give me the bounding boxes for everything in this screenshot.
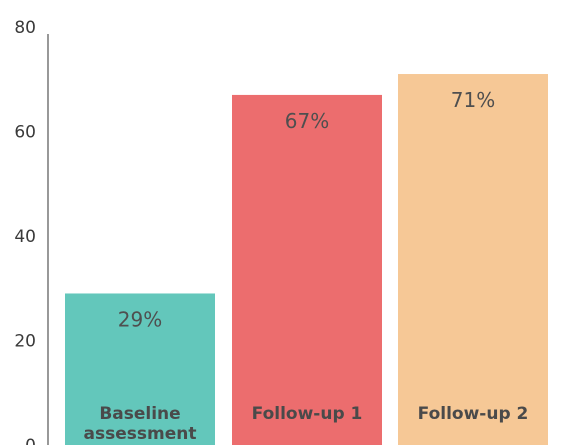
- data-label-2: 67%: [285, 109, 329, 133]
- y-tick-label-40: 40: [14, 227, 36, 247]
- y-tick-label-20: 20: [14, 332, 36, 352]
- category-label-2: Follow-up 1: [252, 404, 363, 424]
- bars: [65, 74, 548, 445]
- data-labels: 29% Baseline assessment 67% Follow-up 1 71% Fo…: [84, 88, 529, 444]
- bar-2: [232, 94, 382, 445]
- y-tick-label-60: 60: [14, 123, 36, 143]
- y-axis-ticks: 0 20 40 60 80: [14, 18, 36, 445]
- data-label-1: 29%: [118, 307, 162, 331]
- y-tick-label-80: 80: [14, 18, 36, 38]
- category-label-3: Follow-up 2: [418, 404, 529, 424]
- category-label-1: Baseline assessment: [84, 404, 197, 444]
- bar-1: [65, 293, 215, 445]
- bar-3: [398, 74, 548, 445]
- data-label-3: 71%: [451, 88, 495, 112]
- y-tick-label-0: 0: [25, 436, 36, 445]
